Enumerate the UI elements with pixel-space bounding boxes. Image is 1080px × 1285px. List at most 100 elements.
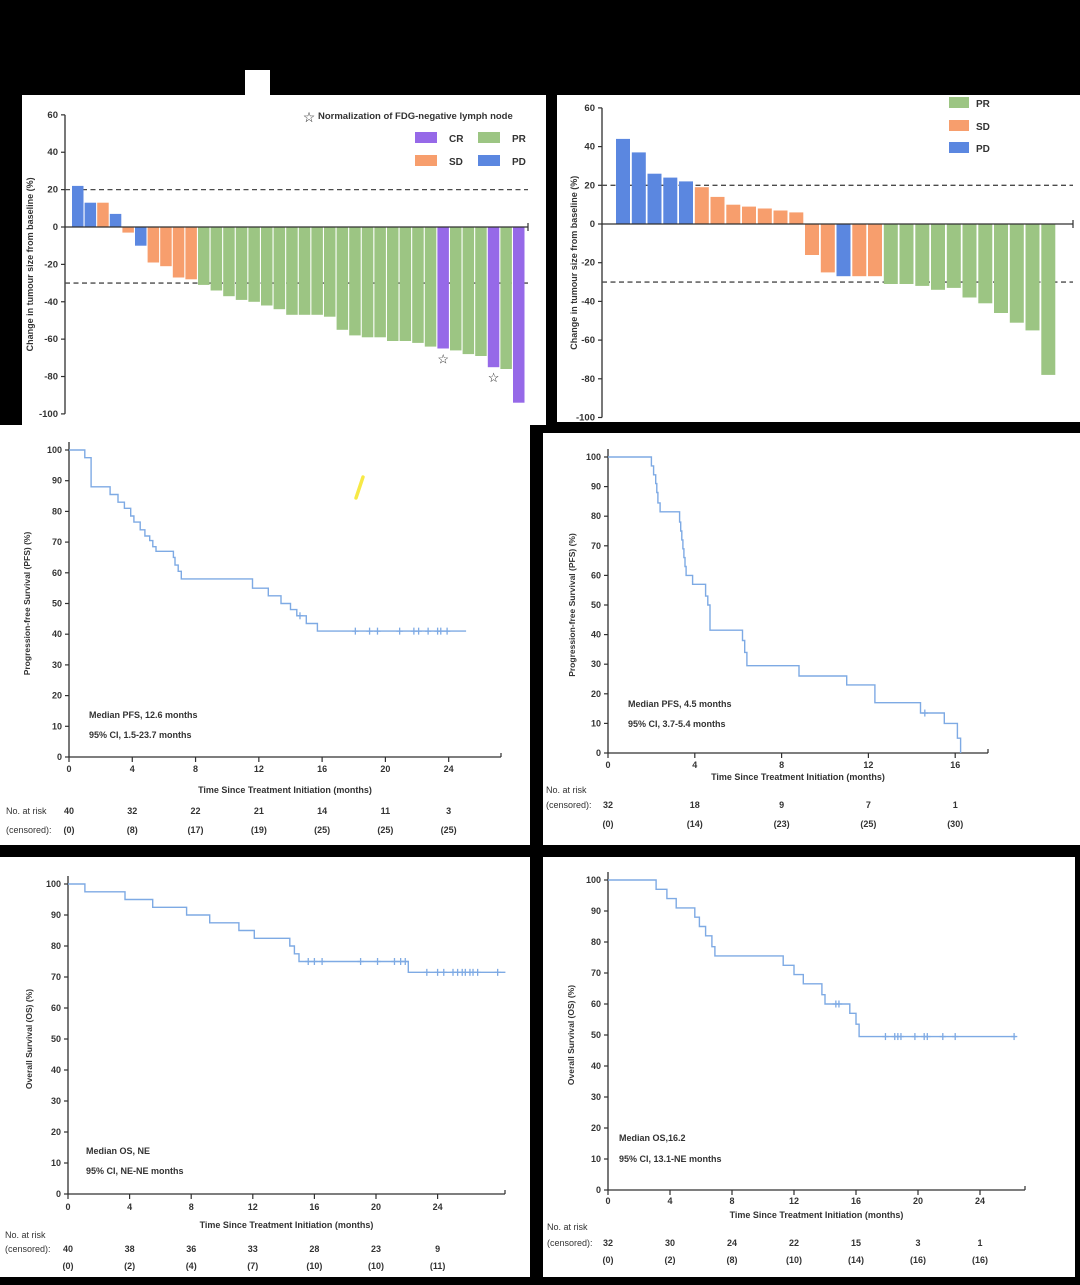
risk-censored-count: (14): [687, 819, 703, 829]
bar: [1009, 224, 1024, 323]
risk-censored-count: (11): [430, 1261, 446, 1271]
waterfall-right-chart: Change in tumour size from baseline (%) 6…: [569, 97, 1074, 423]
risk-table-label: No. at risk: [546, 785, 587, 795]
y-tick-label: -80: [581, 374, 595, 385]
x-tick-label: 0: [605, 760, 610, 770]
legend-label: PR: [976, 99, 991, 110]
bar: [820, 224, 835, 273]
bar: [336, 227, 349, 330]
ci-annotation: 95% CI, 3.7-5.4 months: [628, 719, 726, 729]
bar: [631, 152, 646, 224]
bar: [475, 227, 487, 356]
legend-note: Normalization of FDG-negative lymph node: [318, 111, 513, 122]
y-axis-title: Overall Survival (OS) (%): [24, 989, 34, 1089]
bar: [789, 212, 804, 224]
y-tick-label: 70: [591, 968, 601, 978]
x-tick-label: 16: [851, 1196, 861, 1206]
x-tick-label: 20: [371, 1202, 381, 1212]
bar: [72, 185, 84, 227]
bar: [773, 210, 788, 224]
bar: [122, 227, 134, 233]
risk-censored-count: (2): [124, 1261, 135, 1271]
highlighter-mark: [354, 475, 365, 500]
top-notch: [245, 70, 270, 95]
panel-os-right: 0 10 20 30 40 50 60 70 80 90 100 0 4 8 12 16 20 24 Overall…: [543, 857, 1075, 1277]
median-annotation: Median OS, NE: [86, 1146, 150, 1156]
y-tick-label: 60: [591, 570, 601, 580]
y-tick-label: 30: [591, 659, 601, 669]
y-tick-label: -20: [44, 259, 58, 270]
ci-annotation: 95% CI, 13.1-NE months: [619, 1154, 722, 1164]
x-tick-label: 8: [729, 1196, 734, 1206]
median-annotation: Median PFS, 4.5 months: [628, 699, 732, 709]
legend-swatch: [949, 142, 969, 153]
x-tick-label: 8: [779, 760, 784, 770]
y-tick-label: 50: [591, 1030, 601, 1040]
risk-count: 38: [125, 1244, 135, 1254]
y-tick-label: 80: [51, 941, 61, 951]
ci-annotation: 95% CI, 1.5-23.7 months: [89, 730, 192, 740]
y-tick-label: 50: [51, 1034, 61, 1044]
risk-censored-count: (4): [186, 1261, 197, 1271]
bar: [223, 227, 235, 297]
bar: [324, 227, 336, 317]
risk-count: 21: [254, 806, 264, 816]
legend-swatch: [949, 120, 969, 131]
pfs-left-chart: 0 10 20 30 40 50 60 70 80 90 100 0 4 8 12 16 20 24 Progres…: [6, 442, 502, 835]
bar: [412, 227, 424, 343]
y-tick-label: 20: [51, 1127, 61, 1137]
x-tick-label: 0: [605, 1196, 610, 1206]
y-tick-label: 100: [586, 875, 601, 885]
bar: [946, 224, 961, 288]
bar: [899, 224, 914, 284]
bar: [97, 202, 109, 227]
y-tick-label: 40: [591, 1061, 601, 1071]
y-tick-label: 30: [591, 1092, 601, 1102]
y-tick-label: 10: [591, 1154, 601, 1164]
legend-label: CR: [449, 134, 464, 145]
legend-label: PR: [512, 134, 527, 145]
y-tick-label: 90: [591, 906, 601, 916]
risk-table-label: (censored):: [546, 800, 592, 810]
km-curve: [608, 456, 962, 753]
y-tick-label: 80: [52, 506, 62, 516]
y-tick-label: 50: [52, 599, 62, 609]
bar: [915, 224, 930, 286]
risk-censored-count: (30): [947, 819, 963, 829]
bar: [399, 227, 412, 341]
risk-censored-count: (14): [848, 1255, 864, 1265]
risk-censored-count: (23): [774, 819, 790, 829]
y-tick-label: 60: [51, 1003, 61, 1013]
risk-count: 24: [727, 1238, 737, 1248]
bar: [147, 227, 160, 263]
legend-label: SD: [449, 157, 463, 168]
y-tick-label: 40: [591, 630, 601, 640]
bar: [616, 138, 630, 224]
x-tick-label: 16: [950, 760, 960, 770]
y-axis-title: Progression-free Survival (PFS) (%): [567, 533, 577, 677]
y-tick-label: 100: [586, 452, 601, 462]
risk-count: 40: [63, 1244, 73, 1254]
y-tick-label: -80: [44, 372, 58, 383]
panel-waterfall-left: Change in tumour size from baseline (%) 6…: [22, 95, 546, 425]
y-tick-label: 40: [584, 142, 595, 153]
y-tick-label: 90: [51, 910, 61, 920]
risk-count: 9: [779, 800, 784, 810]
y-tick-label: 40: [52, 629, 62, 639]
risk-count: 9: [435, 1244, 440, 1254]
star-icon: ☆: [303, 109, 316, 125]
pfs-right-chart: 0 10 20 30 40 50 60 70 80 90 100 0 4 8 12 16 Progression…: [546, 449, 989, 829]
risk-count: 18: [690, 800, 700, 810]
y-tick-label: 0: [53, 222, 58, 233]
risk-censored-count: (10): [306, 1261, 322, 1271]
y-tick-label: -100: [576, 413, 595, 423]
bar: [172, 227, 185, 278]
os-left-chart: 0 10 20 30 40 50 60 70 80 90 100 0 4 8 12 16 20 24 Overall…: [5, 876, 506, 1271]
bar: [210, 227, 223, 291]
risk-censored-count: (0): [603, 1255, 614, 1265]
risk-table-label: No. at risk: [547, 1222, 588, 1232]
risk-count: 11: [381, 806, 391, 816]
y-tick-label: 10: [591, 718, 601, 728]
risk-count: 22: [191, 806, 201, 816]
